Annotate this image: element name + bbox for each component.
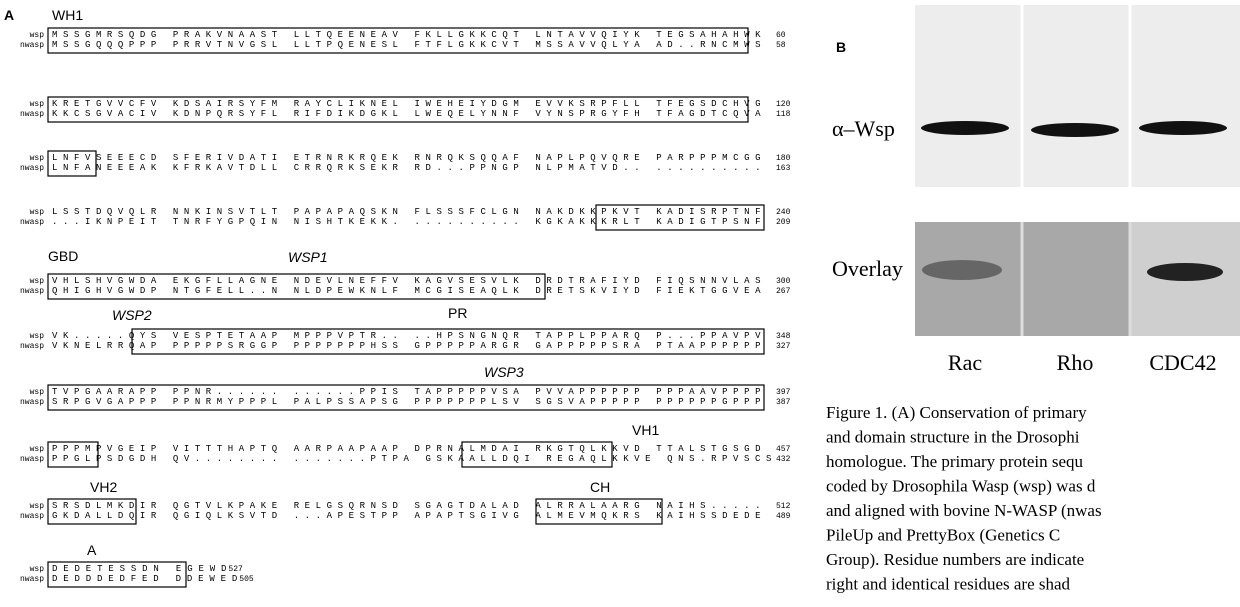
sequence: LNFVSEEECD SFERIVDATI ETRNRKRQEK RNRQKSQ…: [52, 153, 761, 163]
sequence-name: nwasp: [20, 110, 44, 119]
sequence: SRSDLMKDIR QGTVLKPAKE RELGSQRNSD SGAGTDA…: [52, 501, 761, 511]
sequence-name: wsp: [30, 277, 45, 286]
panel-label: B: [836, 39, 846, 55]
caption-line: coded by Drosophila Wasp (wsp) was d: [826, 477, 1096, 496]
sequence: DEDDDEDFED DDEWED: [52, 574, 237, 584]
sequence: LNFANEEEAK KFRKAVTDLL CRRQRKSEKR RD...PP…: [52, 163, 761, 173]
residue-number: 58: [776, 41, 786, 50]
domain-label: WSP3: [484, 364, 524, 380]
sequence-name: nwasp: [20, 575, 44, 584]
domain-label: WSP2: [112, 307, 152, 323]
sequence-name: wsp: [30, 332, 45, 341]
domain-label: WH1: [52, 7, 83, 23]
sequence: VHLSHVGWDA EKGFLLAGNE NDEVLNEFFV KAGVSES…: [52, 276, 761, 286]
sequence-name: nwasp: [20, 164, 44, 173]
sequence-name: wsp: [30, 388, 45, 397]
residue-number: 300: [776, 277, 791, 286]
caption-line: right and identical residues are shad: [826, 575, 1071, 594]
domain-label: GBD: [48, 248, 78, 264]
sequence-name: wsp: [30, 208, 45, 217]
figure: A B wsp MSSGMRSQDG PRAKVNAAST LLTQEENEAV …: [0, 0, 1240, 607]
sequence: PPPMPVGEIP VITTTHAPTQ AARPAAPAAP DPRNALM…: [52, 444, 761, 454]
caption-line: and aligned with bovine N-WASP (nwas: [826, 501, 1102, 520]
row-label: α–Wsp: [832, 116, 895, 141]
sequence-name: wsp: [30, 31, 45, 40]
residue-number: 60: [776, 31, 786, 40]
caption-line: homologue. The primary protein sequ: [826, 452, 1083, 471]
row-label: Overlay: [832, 256, 903, 281]
sequence-name: nwasp: [20, 398, 44, 407]
lane-label: Rho: [1057, 350, 1094, 375]
residue-number: 397: [776, 388, 791, 397]
sequence: DEDETESSDN EGEWD: [52, 564, 226, 574]
residue-number: 505: [239, 575, 254, 584]
sequence: GKDALLDQIR QGIQLKSVTD ...APESTPP APAPTSG…: [52, 511, 761, 521]
domain-label: PR: [448, 305, 467, 321]
sequence-name: wsp: [30, 565, 45, 574]
lane-label: Rac: [948, 350, 982, 375]
blots: [915, 5, 1240, 336]
sequence: PPGLPSDGDH QV........ .......PTPA GSKAAL…: [52, 454, 771, 464]
residue-number: 387: [776, 398, 791, 407]
residue-number: 527: [228, 565, 243, 574]
sequence-name: wsp: [30, 154, 45, 163]
sequence-name: nwasp: [20, 455, 44, 464]
residue-number: 489: [776, 512, 791, 521]
sequence: SRPGVGAPPP PPNRMYPPPL PALPSSAPSG PPPPPPP…: [52, 397, 761, 407]
sequence: VK.....QYS VESPTETAAP MPPPVPTR.. ..HPSNG…: [52, 331, 761, 341]
residue-number: 209: [776, 218, 791, 227]
residue-number: 512: [776, 502, 791, 511]
domain-label: WSP1: [288, 249, 328, 265]
sequence: KKCSGVACIV KDNPQRSYFL RIFDIKDGKL LWEQELY…: [52, 109, 761, 119]
sequence: MSSGQQQPPP PRRVTNVGSL LLTPQENESL FTFLGKK…: [52, 40, 761, 50]
sequence: ...IKNPEIT TNRFYGPQIN NISHTKEKK. .......…: [52, 217, 761, 227]
sequence-name: nwasp: [20, 287, 44, 296]
lane-label: CDC42: [1149, 350, 1216, 375]
caption-line: PileUp and PrettyBox (Genetics C: [826, 526, 1060, 545]
residue-number: 118: [776, 110, 791, 119]
domain-label: A: [87, 542, 97, 558]
residue-number: 432: [776, 455, 791, 464]
sequence: TVPGAARAPP PPNR...... ......PPIS TAPPPPP…: [52, 387, 761, 397]
residue-number: 457: [776, 445, 791, 454]
residue-number: 267: [776, 287, 791, 296]
residue-number: 180: [776, 154, 791, 163]
panel-label: A: [4, 7, 14, 23]
sequence: QHIGHVGWDP NTGFELL..N NLDPEWKNLF MCGISEA…: [52, 286, 761, 296]
sequence: VKNELRRQAP PPPPPSRGGP PPPPPPPHSS GPPPPPA…: [52, 341, 761, 351]
residue-number: 163: [776, 164, 791, 173]
sequence-name: nwasp: [20, 342, 44, 351]
sequence-name: nwasp: [20, 218, 44, 227]
residue-number: 240: [776, 208, 791, 217]
sequence-name: wsp: [30, 502, 45, 511]
sequence: KRETGVVCFV KDSAIRSYFM RAYCLIKNEL IWEHEIY…: [52, 99, 761, 109]
sequence-name: wsp: [30, 100, 45, 109]
sequence-name: nwasp: [20, 41, 44, 50]
sequence-name: wsp: [30, 445, 45, 454]
caption-line: Group). Residue numbers are indicate: [826, 550, 1084, 569]
domain-label: CH: [590, 479, 610, 495]
domain-label: VH2: [90, 479, 117, 495]
sequence: LSSTDQVQLR NNKINSVTLT PAPAPAQSKN FLSSSFC…: [52, 207, 761, 217]
residue-number: 327: [776, 342, 791, 351]
caption-line: Figure 1. (A) Conservation of primary: [826, 403, 1087, 422]
domain-label: VH1: [632, 422, 659, 438]
sequence-name: nwasp: [20, 512, 44, 521]
sequence: MSSGMRSQDG PRAKVNAAST LLTQEENEAV FKLLGKK…: [52, 30, 761, 40]
residue-number: 120: [776, 100, 791, 109]
caption-line: and domain structure in the Drosophi: [826, 428, 1080, 447]
residue-number: 348: [776, 332, 791, 341]
